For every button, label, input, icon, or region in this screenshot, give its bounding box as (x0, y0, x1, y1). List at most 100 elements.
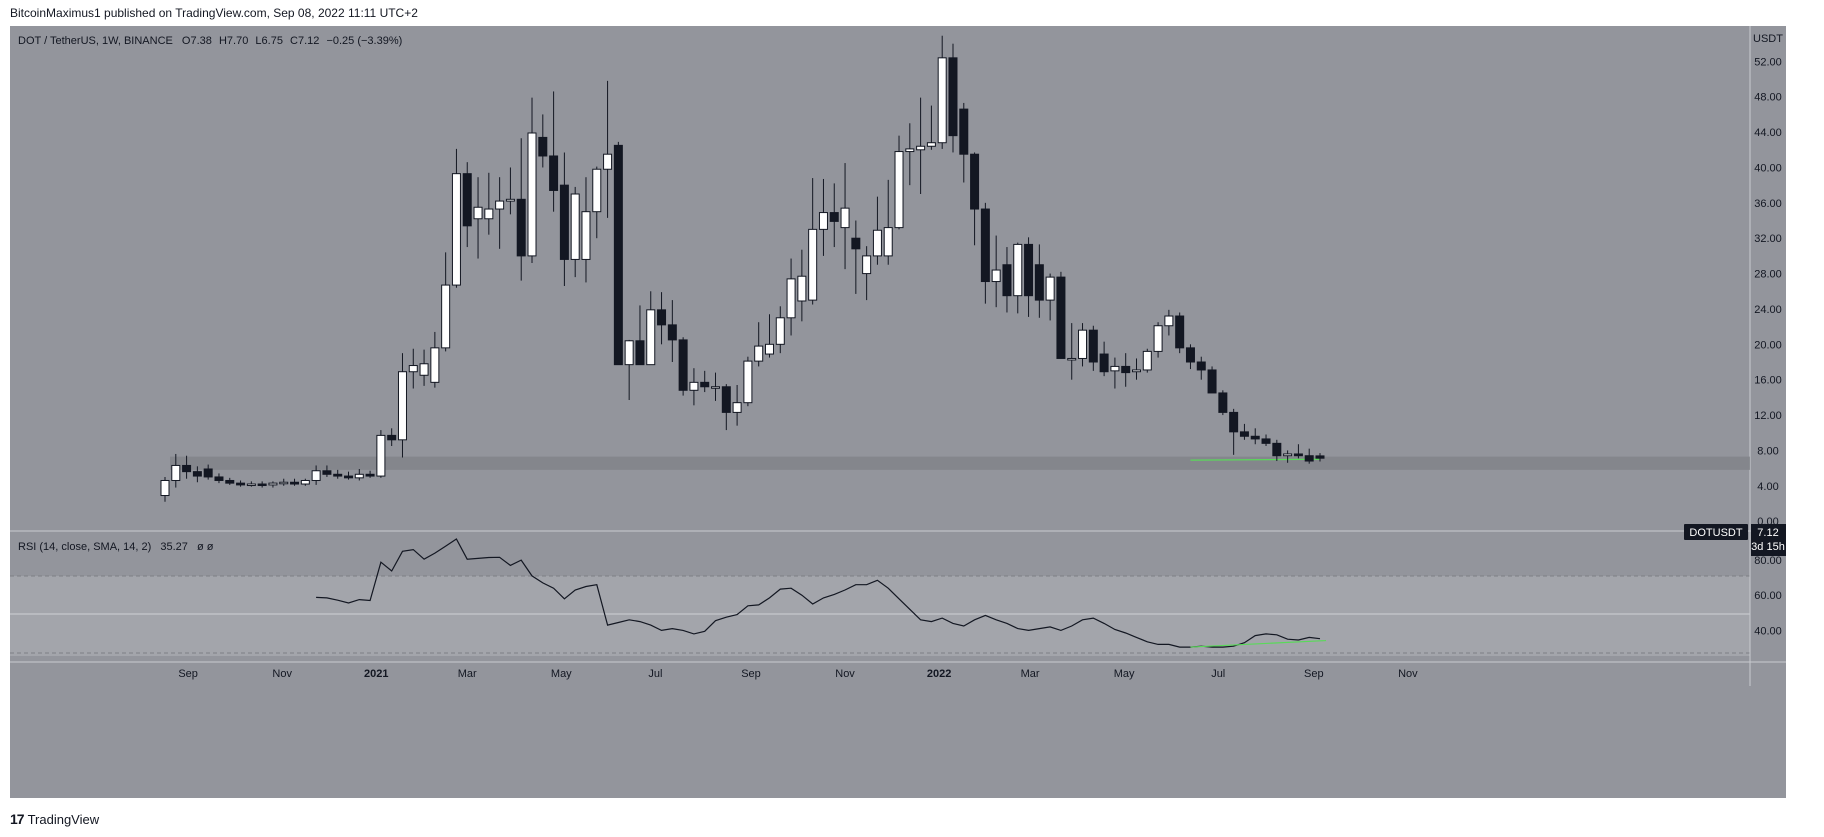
candle (1034, 244, 1044, 318)
candle (408, 348, 418, 389)
candle-body (365, 473, 375, 477)
candle-body (1250, 435, 1260, 440)
chart-svg[interactable]: 52.00 48.00 44.00 40.00 36.00 32.00 28.00 24.00… (10, 26, 1786, 798)
candle-body (1013, 243, 1023, 297)
price-axis-tick: 40.00 (1754, 162, 1782, 174)
time-axis[interactable]: Sep Nov 2021 Mar May Jul Sep Nov 2022 Mar May Jul Se… (178, 668, 1418, 680)
candle (786, 258, 796, 336)
candle-body (387, 434, 397, 441)
chart-frame[interactable]: 52.00 48.00 44.00 40.00 36.00 32.00 28.00 24.00… (10, 26, 1786, 798)
candle-body (225, 479, 235, 484)
candle-body (894, 151, 904, 229)
candle (451, 148, 461, 288)
candle-body (1283, 453, 1293, 457)
candle-body (257, 483, 267, 487)
candle (754, 322, 764, 367)
rsi-axis-tick: 40.00 (1754, 625, 1782, 637)
candle (1099, 341, 1109, 377)
candle-body (1304, 455, 1314, 462)
support-trendline (1190, 458, 1321, 461)
price-axis-tick: 12.00 (1754, 410, 1782, 422)
candle-body (851, 237, 861, 250)
price-axis-tick: 52.00 (1754, 56, 1782, 68)
candle (559, 152, 569, 286)
candle (1229, 408, 1239, 455)
rsi-layer (316, 538, 1327, 648)
candle (1067, 323, 1077, 380)
candle (1153, 322, 1163, 358)
time-axis-label: 2022 (927, 668, 951, 680)
candle (1175, 312, 1185, 354)
price-tag[interactable]: DOTUSDT 7.12 3d 15h (1684, 524, 1786, 556)
candle-body (441, 284, 451, 349)
price-tag-countdown: 3d 15h (1751, 541, 1785, 553)
rsi-axis-tick: 60.00 (1754, 590, 1782, 602)
candle-body (462, 173, 472, 227)
rsi-axis-tick: 80.00 (1754, 555, 1782, 567)
candle-body (970, 153, 980, 210)
candle (322, 465, 332, 477)
candle-body (1024, 243, 1034, 297)
candle (300, 478, 310, 486)
candle (1121, 353, 1131, 387)
candle-body (570, 193, 580, 260)
candle-body (192, 471, 202, 477)
candle (192, 466, 202, 483)
candle (1078, 323, 1088, 367)
candle (970, 152, 980, 246)
time-axis-label: Nov (835, 668, 855, 680)
candle-body (775, 317, 785, 345)
legend-c-value: 7.12 (298, 35, 319, 47)
candle-body (808, 228, 818, 301)
candle (171, 453, 181, 488)
candle-body (711, 386, 721, 389)
tradingview-logo-icon: 17 (10, 811, 25, 827)
candle-body (862, 255, 872, 275)
candle-body (754, 345, 764, 362)
price-pane[interactable] (10, 26, 1750, 530)
rsi-legend: RSI (14, close, SMA, 14, 2) 35.27 ø ø (18, 541, 214, 553)
candle-body (1121, 365, 1131, 374)
candle (311, 465, 321, 485)
rsi-support-line (1190, 639, 1327, 648)
price-axis[interactable]: 52.00 48.00 44.00 40.00 36.00 32.00 28.00 24.00… (1754, 56, 1782, 528)
candle (711, 372, 721, 401)
tradingview-logo[interactable]: 17 TradingView (10, 811, 99, 827)
candle (916, 97, 926, 194)
legend-l-label: L (255, 35, 261, 47)
price-axis-tick: 16.00 (1754, 375, 1782, 387)
candle-body (1293, 453, 1303, 457)
candle-body (300, 479, 310, 485)
candle-body (1315, 455, 1325, 459)
candle-body (926, 142, 936, 147)
candle (851, 220, 861, 294)
rsi-legend-label: RSI (14, close, SMA, 14, 2) (18, 541, 151, 553)
candle-body (430, 347, 440, 383)
candle (657, 292, 667, 345)
candle-body (1239, 431, 1249, 437)
candle (905, 123, 915, 186)
candle-body (1034, 264, 1044, 301)
candle-body (721, 386, 731, 413)
candle-body (1131, 369, 1141, 373)
candle-body (1002, 264, 1012, 297)
candle-body (1196, 361, 1206, 371)
candle (948, 43, 958, 153)
candle-body (473, 206, 483, 220)
candle (538, 114, 548, 168)
price-tag-symbol-bg (1684, 524, 1748, 540)
rsi-axis[interactable]: 80.00 60.00 40.00 (1754, 555, 1782, 637)
candle-body (559, 184, 569, 260)
candle-body (1218, 392, 1228, 413)
candle (1250, 428, 1260, 445)
candle (1196, 356, 1206, 380)
candle-body (516, 198, 526, 257)
candle (236, 480, 246, 487)
candle (279, 478, 289, 486)
candle-body (657, 309, 667, 326)
candle-body (311, 470, 321, 481)
legend-l-value: 6.75 (262, 35, 283, 47)
candle (797, 249, 807, 322)
candle-body (322, 470, 332, 475)
candle-body (689, 381, 699, 391)
